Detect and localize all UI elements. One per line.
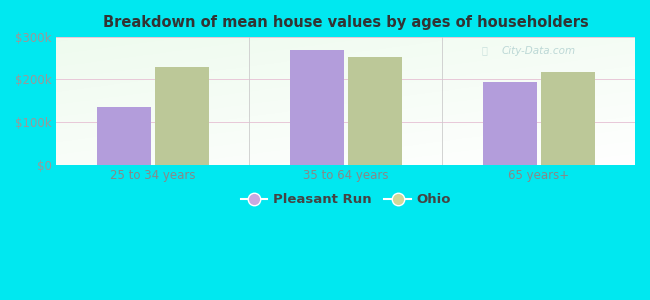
Bar xyxy=(97,107,151,165)
Bar xyxy=(483,82,537,165)
Title: Breakdown of mean house values by ages of householders: Breakdown of mean house values by ages o… xyxy=(103,15,589,30)
Bar xyxy=(290,50,344,165)
Text: 🔍: 🔍 xyxy=(482,45,488,55)
Bar xyxy=(155,68,209,165)
Text: City-Data.com: City-Data.com xyxy=(502,46,576,56)
Bar xyxy=(541,72,595,165)
Legend: Pleasant Run, Ohio: Pleasant Run, Ohio xyxy=(236,188,456,212)
Bar xyxy=(348,57,402,165)
